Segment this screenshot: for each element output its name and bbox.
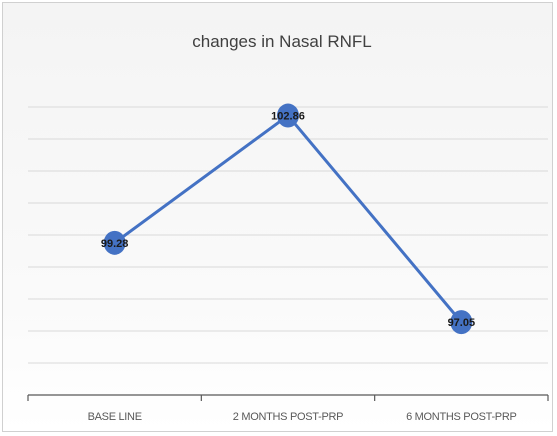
data-label: 102.86: [271, 111, 305, 123]
chart-frame: [2, 2, 553, 432]
x-tick-label: BASE LINE: [88, 411, 142, 423]
x-tick-label: 2 MONTHS POST-PRP: [233, 411, 343, 423]
data-point: [450, 310, 473, 335]
series-line: [113, 114, 463, 324]
x-axis: BASE LINE 2 MONTHS POST-PRP 6 MONTHS POST-…: [27, 394, 549, 423]
x-tick-label: 6 MONTHS POST-PRP: [406, 411, 516, 423]
data-point: [277, 103, 299, 128]
data-label: 99.28: [101, 238, 129, 250]
gridlines: [28, 106, 548, 364]
data-label: 97.05: [448, 317, 476, 329]
chart-title: changes in Nasal RNFL: [192, 32, 372, 51]
data-labels: 99.28 102.86 97.05: [101, 111, 475, 330]
series: [103, 103, 473, 335]
data-point: [103, 230, 126, 255]
